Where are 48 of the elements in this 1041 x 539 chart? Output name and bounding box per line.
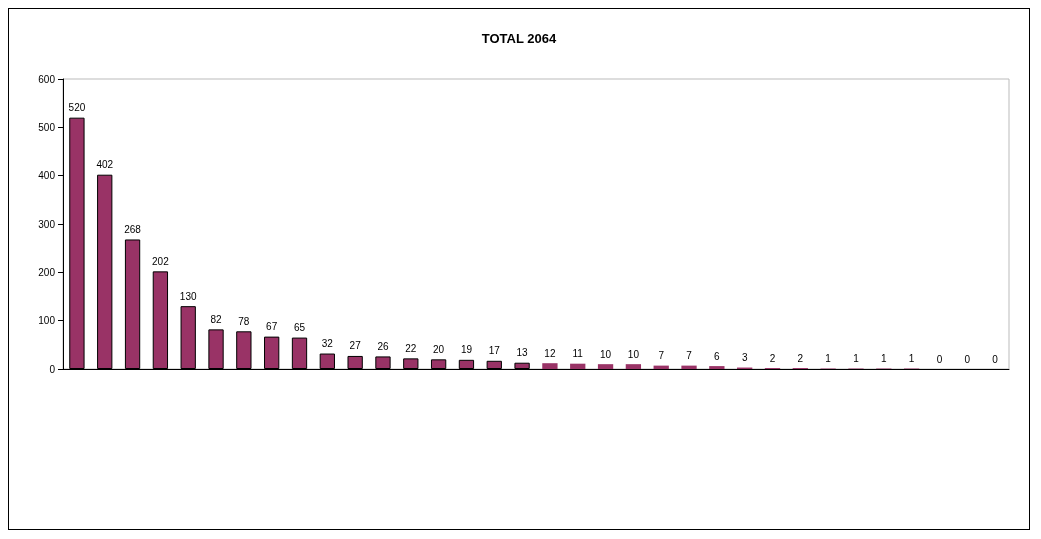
data-label: 1 (825, 353, 832, 365)
y-tick-label: 300 (38, 218, 56, 230)
data-label: 7 (686, 350, 693, 362)
data-label: 6 (714, 350, 721, 362)
bar (570, 363, 586, 369)
data-label: 32 (321, 338, 334, 350)
data-label: 26 (377, 340, 389, 352)
data-label: 2 (769, 352, 776, 364)
data-label: 2 (797, 352, 804, 364)
data-label: 1 (853, 353, 860, 365)
data-label: 1 (881, 353, 888, 365)
y-tick-label: 400 (38, 170, 56, 182)
data-label: 3 (741, 352, 748, 364)
data-label: 0 (936, 353, 943, 365)
data-label: 130 (179, 290, 197, 302)
chart-title: TOTAL 2064 (481, 31, 557, 46)
data-label: 10 (600, 348, 612, 360)
data-label: 19 (460, 344, 473, 356)
y-tick-label: 600 (38, 73, 56, 85)
data-label: 65 (293, 322, 306, 334)
data-label: 268 (124, 223, 142, 235)
y-tick-label: 500 (38, 121, 56, 133)
data-label: 202 (152, 255, 170, 267)
y-tick-label: 200 (38, 266, 56, 278)
data-label: 0 (964, 353, 971, 365)
data-label: 17 (488, 345, 501, 357)
data-label: 10 (627, 348, 640, 360)
data-label: 22 (405, 342, 417, 354)
data-label: 520 (68, 102, 86, 114)
bar (625, 364, 642, 369)
bar (681, 365, 697, 369)
data-label: 0 (992, 353, 999, 365)
data-label: 7 (658, 350, 665, 362)
data-label: 402 (96, 159, 114, 171)
bar (542, 363, 558, 369)
y-tick-label: 100 (38, 315, 56, 327)
data-label: 11 (572, 348, 584, 360)
data-label: 20 (433, 343, 445, 355)
data-label: 27 (349, 340, 362, 352)
data-label: 1 (908, 353, 915, 365)
bar (597, 364, 614, 369)
data-label: 78 (238, 315, 250, 327)
bar (709, 366, 725, 369)
data-label: 13 (516, 347, 529, 359)
y-tick-label: 0 (49, 363, 56, 375)
data-label: 82 (210, 313, 223, 325)
data-label: 67 (266, 321, 278, 333)
data-label: 12 (544, 347, 556, 359)
